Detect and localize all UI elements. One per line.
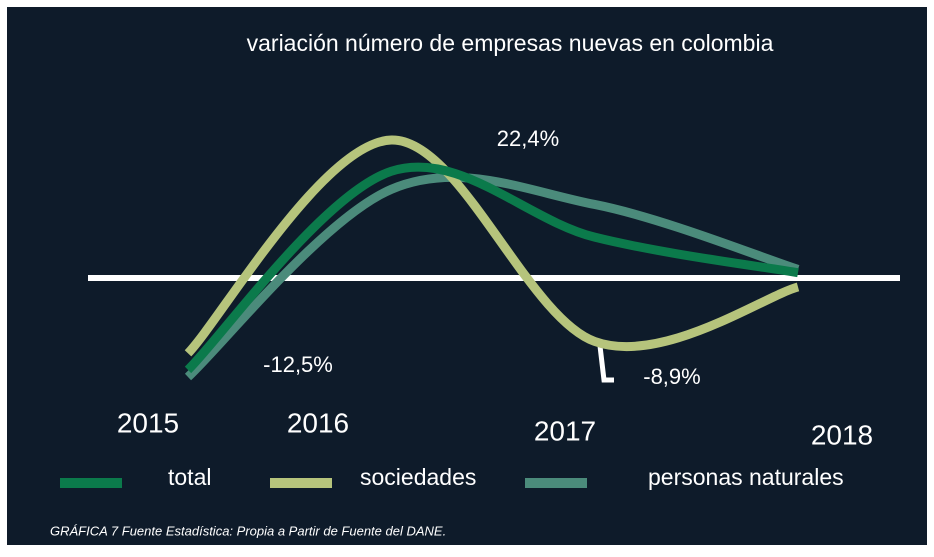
legend-swatch xyxy=(525,478,587,488)
x-tick-label: 2016 xyxy=(287,407,349,438)
annotation: -12,5% xyxy=(263,352,333,377)
x-tick-label: 2015 xyxy=(117,407,179,438)
legend-swatch xyxy=(270,478,332,488)
x-tick-label: 2018 xyxy=(811,419,873,450)
legend-swatch xyxy=(60,478,122,488)
legend-label: sociedades xyxy=(360,464,476,490)
series-line xyxy=(184,135,800,357)
x-tick-label: 2017 xyxy=(534,415,596,446)
annotation: 22,4% xyxy=(497,126,559,151)
chart-title: variación número de empresas nuevas en c… xyxy=(247,30,774,56)
annotation-connector xyxy=(597,345,614,383)
annotation: -8,9% xyxy=(643,364,700,389)
series-line xyxy=(184,162,799,374)
legend-label: personas naturales xyxy=(648,464,844,490)
legend-label: total xyxy=(168,464,211,490)
source-note: GRÁFICA 7 Fuente Estadística: Propia a P… xyxy=(50,523,446,538)
